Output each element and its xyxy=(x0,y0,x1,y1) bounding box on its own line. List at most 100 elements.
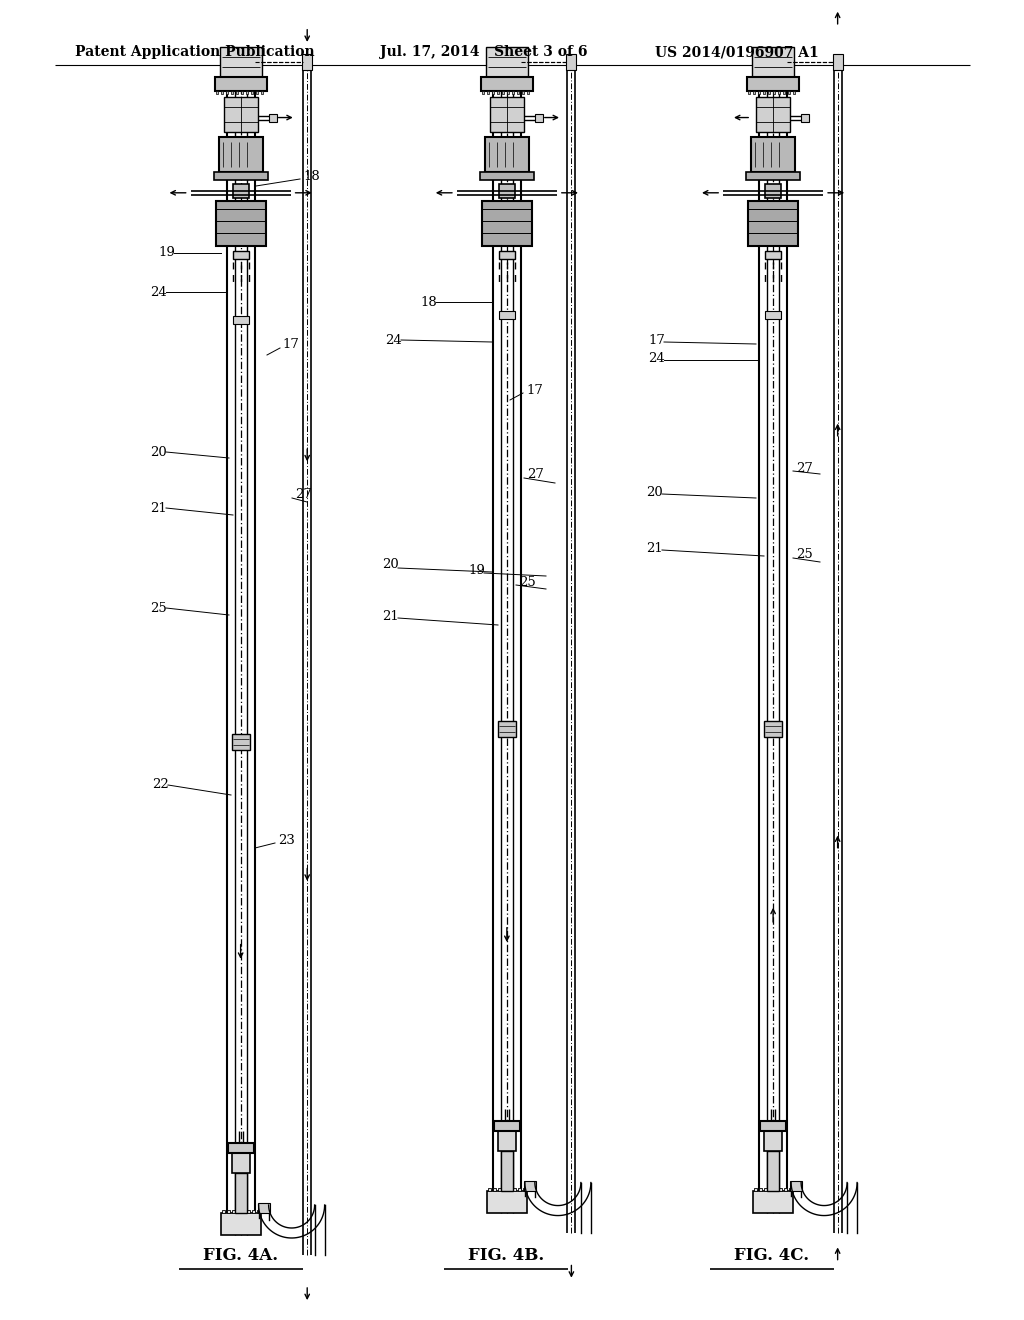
Text: 19: 19 xyxy=(468,564,485,577)
Bar xyxy=(482,91,484,94)
Bar xyxy=(232,251,249,259)
Bar xyxy=(748,77,799,91)
Bar xyxy=(258,1203,269,1213)
Bar xyxy=(481,77,532,91)
Bar xyxy=(256,91,258,94)
Bar xyxy=(749,91,751,94)
Bar xyxy=(230,91,232,94)
Bar xyxy=(522,91,524,94)
Bar xyxy=(507,91,509,94)
Bar xyxy=(779,1188,782,1191)
Bar xyxy=(486,91,488,94)
Bar xyxy=(765,312,781,319)
Bar xyxy=(753,1191,794,1213)
Text: 25: 25 xyxy=(519,576,536,589)
Bar xyxy=(754,1188,757,1191)
Bar xyxy=(756,96,791,132)
Bar xyxy=(513,1188,516,1191)
Bar xyxy=(752,137,795,172)
Bar xyxy=(752,46,795,77)
Bar xyxy=(242,1210,245,1213)
Text: 17: 17 xyxy=(526,384,543,396)
Bar xyxy=(790,1188,793,1191)
Bar xyxy=(231,734,250,750)
Bar xyxy=(535,114,543,121)
Text: 24: 24 xyxy=(385,334,401,346)
Bar xyxy=(485,137,528,172)
Text: 20: 20 xyxy=(150,446,167,458)
Bar xyxy=(794,91,795,94)
Bar xyxy=(508,1188,511,1191)
Bar xyxy=(512,91,514,94)
Bar xyxy=(232,183,249,198)
Text: 20: 20 xyxy=(646,486,663,499)
Text: 20: 20 xyxy=(382,558,398,572)
Bar xyxy=(216,91,218,94)
Bar xyxy=(503,1188,506,1191)
Bar xyxy=(494,1121,520,1130)
Bar xyxy=(499,312,515,319)
Text: FIG. 4C.: FIG. 4C. xyxy=(734,1246,810,1263)
Bar xyxy=(749,201,798,246)
Text: 17: 17 xyxy=(648,334,665,346)
Bar xyxy=(523,1188,526,1191)
Bar xyxy=(226,1210,229,1213)
Bar xyxy=(236,91,238,94)
Bar xyxy=(231,1152,250,1173)
Bar xyxy=(231,1210,234,1213)
Bar xyxy=(246,91,248,94)
Bar xyxy=(760,1121,786,1130)
Bar xyxy=(502,91,504,94)
Bar xyxy=(302,54,312,70)
Text: 18: 18 xyxy=(420,296,437,309)
Bar xyxy=(765,183,781,198)
Bar xyxy=(252,1210,255,1213)
Bar xyxy=(216,201,265,246)
Text: 21: 21 xyxy=(646,541,663,554)
Bar xyxy=(257,1210,260,1213)
Text: 24: 24 xyxy=(150,285,167,298)
Bar xyxy=(753,91,755,94)
Bar xyxy=(225,91,227,94)
Bar xyxy=(768,91,770,94)
Bar xyxy=(517,91,519,94)
Text: Patent Application Publication: Patent Application Publication xyxy=(75,45,314,59)
Bar xyxy=(237,1210,240,1213)
Text: 21: 21 xyxy=(150,502,167,515)
Text: FIG. 4A.: FIG. 4A. xyxy=(204,1246,279,1263)
Text: 23: 23 xyxy=(278,833,295,846)
Bar xyxy=(486,1191,527,1213)
Bar xyxy=(498,721,516,738)
Bar xyxy=(221,1210,224,1213)
Bar xyxy=(480,172,534,180)
Text: FIG. 4B.: FIG. 4B. xyxy=(468,1246,544,1263)
Bar xyxy=(219,46,262,77)
Text: 24: 24 xyxy=(648,351,665,364)
Bar xyxy=(219,137,262,172)
Bar xyxy=(764,1130,782,1151)
Bar xyxy=(765,251,781,259)
Bar xyxy=(227,1143,254,1152)
Bar xyxy=(524,1180,536,1191)
Bar xyxy=(773,91,775,94)
Bar xyxy=(791,1180,802,1191)
Bar xyxy=(763,91,765,94)
Bar xyxy=(261,91,262,94)
Bar xyxy=(784,1188,787,1191)
Text: 27: 27 xyxy=(295,488,312,502)
Text: 25: 25 xyxy=(150,602,167,615)
Bar xyxy=(487,1188,490,1191)
Bar xyxy=(746,172,800,180)
Bar xyxy=(220,91,222,94)
Bar xyxy=(234,1173,247,1213)
Bar xyxy=(485,46,528,77)
Text: 19: 19 xyxy=(158,247,175,260)
Bar xyxy=(501,1151,513,1191)
Bar xyxy=(241,91,243,94)
Bar xyxy=(769,1188,772,1191)
Bar xyxy=(251,91,253,94)
Bar xyxy=(778,91,780,94)
Bar xyxy=(498,1130,516,1151)
Bar xyxy=(788,91,791,94)
Bar xyxy=(247,1210,250,1213)
